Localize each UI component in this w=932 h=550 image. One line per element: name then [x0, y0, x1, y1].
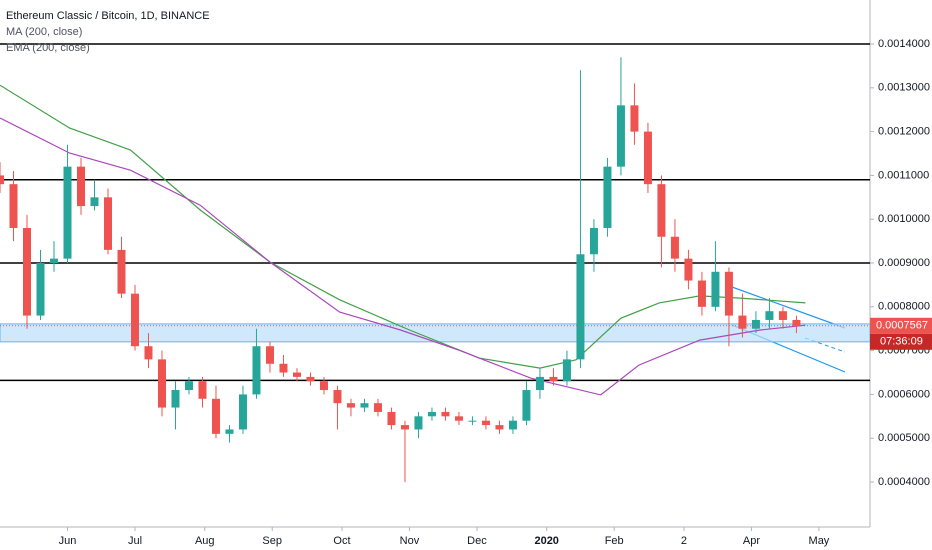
candle-body: [738, 315, 747, 329]
candle-body: [778, 311, 787, 320]
candle-body: [616, 105, 625, 167]
x-tick-label: Sep: [262, 535, 282, 547]
candle-body: [279, 363, 288, 373]
candle-body: [711, 271, 720, 307]
candle-body: [22, 227, 31, 316]
candle-body: [751, 319, 760, 329]
x-tick-label: Nov: [400, 535, 420, 547]
legend-ema: EMA (200, close): [6, 42, 90, 54]
candle-body: [576, 254, 585, 360]
candle-body: [90, 197, 99, 207]
candle-body: [49, 258, 58, 264]
candle-body: [63, 166, 72, 259]
candle-body: [117, 249, 126, 294]
candle-body: [265, 346, 274, 364]
candle-body: [252, 346, 261, 395]
candle-body: [427, 411, 436, 417]
candle-body: [441, 411, 450, 417]
candle-body: [724, 271, 733, 316]
candle-body: [535, 376, 544, 391]
x-tick-label: 2: [681, 535, 687, 547]
x-tick-label: Jul: [128, 535, 142, 547]
candle-body: [103, 197, 112, 250]
candle-body: [130, 293, 139, 347]
candle-body: [792, 319, 801, 326]
y-tick-label: 0.0005000: [878, 432, 930, 444]
y-tick-label: 0.0010000: [878, 213, 930, 225]
candle-body: [292, 372, 301, 377]
candle-body: [603, 166, 612, 228]
countdown-tag: [870, 333, 932, 350]
candle-body: [76, 166, 85, 207]
candle-body: [238, 394, 247, 430]
candle-body: [522, 390, 531, 421]
candle-body: [589, 227, 598, 255]
candle-body: [9, 184, 18, 228]
candle-body: [333, 390, 342, 404]
candle-body: [373, 403, 382, 412]
channel-upper: [731, 286, 846, 329]
x-tick-label: Apr: [743, 535, 760, 547]
y-tick-label: 0.0008000: [878, 301, 930, 313]
x-tick-label: Dec: [467, 535, 487, 547]
candle-body: [697, 280, 706, 307]
candle-body: [454, 416, 463, 421]
candle-body: [684, 258, 693, 281]
candle-body: [0, 175, 4, 185]
last-price-label: 0.0007567: [876, 320, 928, 332]
y-tick-label: 0.0013000: [878, 82, 930, 94]
candle-body: [495, 425, 504, 430]
candle-body: [306, 376, 315, 382]
candle-body: [400, 425, 409, 430]
candle-body: [184, 381, 193, 391]
candle-body: [508, 420, 517, 430]
x-tick-label: May: [809, 535, 830, 547]
candle-body: [414, 416, 423, 430]
candle-body: [549, 376, 558, 382]
candle-body: [481, 420, 490, 426]
candle-body: [225, 429, 234, 434]
candle-body: [562, 359, 571, 382]
candle-body: [157, 359, 166, 408]
y-tick-label: 0.0014000: [878, 38, 930, 50]
candle-body: [36, 263, 45, 316]
last-price-tag: [870, 317, 932, 334]
candle-body: [657, 184, 666, 237]
candle-body: [387, 411, 396, 426]
candle-body: [211, 398, 220, 434]
candle-body: [670, 236, 679, 259]
indicator-line: [0, 117, 806, 396]
y-tick-label: 0.0012000: [878, 126, 930, 138]
x-tick-label: 2020: [534, 535, 558, 547]
y-tick-label: 0.0009000: [878, 257, 930, 269]
candle-body: [198, 381, 207, 399]
candle-body: [171, 390, 180, 408]
y-tick-label: 0.0011000: [878, 169, 929, 181]
candle-body: [630, 105, 639, 132]
candle-body: [144, 346, 153, 360]
x-tick-label: Aug: [195, 535, 215, 547]
legend-ma: MA (200, close): [6, 26, 82, 38]
countdown-label: 07:36:09: [880, 336, 923, 348]
candle-body: [360, 403, 369, 408]
chart-title: Ethereum Classic / Bitcoin, 1D, BINANCE: [6, 10, 210, 22]
candle-body: [765, 311, 774, 320]
candle-body: [319, 381, 328, 391]
x-tick-label: Feb: [605, 535, 624, 547]
candle-body: [346, 403, 355, 408]
x-tick-label: Oct: [333, 535, 350, 547]
candle-body: [468, 420, 477, 422]
y-tick-label: 0.0006000: [878, 388, 930, 400]
y-tick-label: 0.0004000: [878, 476, 930, 488]
candle-body: [643, 131, 652, 185]
x-tick-label: Jun: [59, 535, 77, 547]
